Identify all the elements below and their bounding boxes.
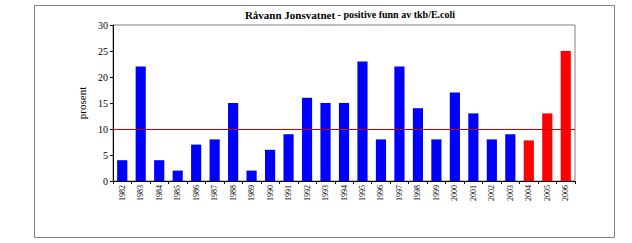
svg-text:prosent: prosent	[76, 87, 88, 119]
svg-text:1991: 1991	[284, 185, 293, 201]
svg-text:2002: 2002	[487, 185, 496, 201]
svg-text:1997: 1997	[395, 185, 404, 201]
svg-text:5: 5	[103, 150, 108, 161]
svg-text:2001: 2001	[469, 185, 478, 201]
svg-text:2006: 2006	[561, 185, 570, 201]
svg-text:2000: 2000	[450, 185, 459, 201]
svg-text:Råvann Jonsvatnet: Råvann Jonsvatnet	[245, 9, 335, 21]
svg-text:1982: 1982	[118, 185, 127, 201]
svg-text:1999: 1999	[432, 185, 441, 201]
svg-text:2005: 2005	[543, 185, 552, 201]
svg-text:- positive funn av tkb/E.coli: - positive funn av tkb/E.coli	[335, 9, 455, 20]
svg-text:1984: 1984	[155, 185, 164, 201]
svg-text:1995: 1995	[358, 185, 367, 201]
svg-text:1992: 1992	[303, 185, 312, 201]
svg-text:1998: 1998	[413, 185, 422, 201]
svg-text:1983: 1983	[136, 185, 145, 201]
svg-text:20: 20	[98, 72, 108, 83]
svg-text:1985: 1985	[173, 185, 182, 201]
svg-text:1988: 1988	[229, 185, 238, 201]
svg-text:30: 30	[98, 20, 108, 31]
svg-text:1986: 1986	[192, 185, 201, 201]
svg-text:0: 0	[103, 176, 108, 187]
svg-text:1989: 1989	[247, 185, 256, 201]
svg-text:1990: 1990	[266, 185, 275, 201]
svg-text:1996: 1996	[376, 185, 385, 201]
svg-text:2004: 2004	[524, 185, 533, 201]
svg-text:1993: 1993	[321, 185, 330, 201]
svg-text:25: 25	[98, 46, 108, 57]
svg-text:1994: 1994	[340, 185, 349, 201]
svg-text:15: 15	[98, 98, 108, 109]
svg-text:10: 10	[98, 124, 108, 135]
svg-text:2003: 2003	[506, 185, 515, 201]
svg-text:1987: 1987	[210, 185, 219, 201]
